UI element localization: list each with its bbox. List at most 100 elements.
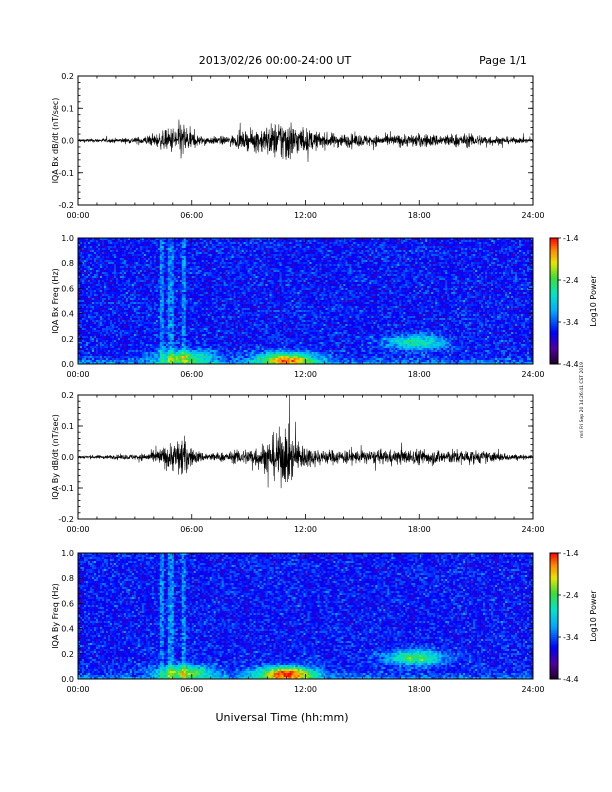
spectrogram-cell <box>100 240 102 242</box>
spectrogram-cell <box>150 308 152 310</box>
spectrogram-cell <box>108 322 110 324</box>
spectrogram-cell <box>98 278 100 280</box>
spectrogram-cell <box>166 358 168 360</box>
spectrogram-cell <box>138 288 140 290</box>
spectrogram-cell <box>110 284 112 286</box>
spectrogram-cell <box>170 334 172 336</box>
spectrogram-cell <box>122 342 124 344</box>
spectrogram-cell <box>90 328 92 330</box>
spectrogram-cell <box>158 360 160 362</box>
spectrogram-cell <box>138 284 140 286</box>
spectrogram-cell <box>152 266 154 268</box>
spectrogram-cell <box>92 330 94 332</box>
spectrogram-cell <box>94 358 96 360</box>
spectrogram-cell <box>86 304 88 306</box>
spectrogram-cell <box>158 306 160 308</box>
spectrogram-cell <box>154 262 156 264</box>
spectrogram-cell <box>148 348 150 350</box>
spectrogram-cell <box>106 268 108 270</box>
spectrogram-cell <box>204 256 206 258</box>
spectrogram-cell <box>126 360 128 362</box>
spectrogram-cell <box>156 338 158 340</box>
spectrogram-cell <box>180 326 182 328</box>
spectrogram-cell <box>204 346 206 348</box>
spectrogram-cell <box>124 318 126 320</box>
spectrogram-cell <box>144 310 146 312</box>
spectrogram-cell <box>86 344 88 346</box>
spectrogram-cell <box>226 320 228 322</box>
spectrogram-cell <box>88 266 90 268</box>
spectrogram-cell <box>126 308 128 310</box>
spectrogram-cell <box>164 294 166 296</box>
spectrogram-cell <box>160 342 162 344</box>
spectrogram-cell <box>102 304 104 306</box>
spectrogram-cell <box>184 334 186 336</box>
spectrogram-cell <box>230 330 232 332</box>
spectrogram-cell <box>196 242 198 244</box>
spectrogram-cell <box>126 250 128 252</box>
spectrogram-cell <box>142 304 144 306</box>
spectrogram-cell <box>122 278 124 280</box>
spectrogram-cell <box>152 304 154 306</box>
spectrogram-cell <box>150 322 152 324</box>
spectrogram-cell <box>122 242 124 244</box>
spectrogram-cell <box>196 290 198 292</box>
spectrogram-cell <box>146 298 148 300</box>
spectrogram-cell <box>220 264 222 266</box>
spectrogram-cell <box>92 264 94 266</box>
spectrogram-cell <box>222 330 224 332</box>
spectrogram-cell <box>118 274 120 276</box>
spectrogram-cell <box>224 254 226 256</box>
spectrogram-cell <box>184 304 186 306</box>
spectrogram-cell <box>112 278 114 280</box>
spectrogram-cell <box>110 312 112 314</box>
spectrogram-cell <box>174 274 176 276</box>
spectrogram-cell <box>176 308 178 310</box>
spectrogram-cell <box>218 248 220 250</box>
spectrogram-cell <box>232 260 234 262</box>
spectrogram-cell <box>108 330 110 332</box>
spectrogram-cell <box>190 330 192 332</box>
spectrogram-cell <box>94 286 96 288</box>
spectrogram-cell <box>144 270 146 272</box>
spectrogram-cell <box>214 282 216 284</box>
spectrogram-cell <box>122 284 124 286</box>
spectrogram-cell <box>84 308 86 310</box>
spectrogram-cell <box>150 266 152 268</box>
spectrogram-cell <box>200 342 202 344</box>
spectrogram-cell <box>214 326 216 328</box>
spectrogram-cell <box>188 336 190 338</box>
spectrogram-cell <box>80 296 82 298</box>
spectrogram-cell <box>88 262 90 264</box>
spectrogram-cell <box>134 320 136 322</box>
spectrogram-cell <box>84 270 86 272</box>
spectrogram-cell <box>112 300 114 302</box>
spectrogram-cell <box>100 250 102 252</box>
spectrogram-cell <box>228 264 230 266</box>
spectrogram-cell <box>214 290 216 292</box>
spectrogram-cell <box>194 246 196 248</box>
spectrogram-cell <box>160 308 162 310</box>
spectrogram-cell <box>194 250 196 252</box>
spectrogram-cell <box>192 352 194 354</box>
spectrogram-cell <box>206 296 208 298</box>
spectrogram-cell <box>102 264 104 266</box>
spectrogram-cell <box>138 258 140 260</box>
spectrogram-cell <box>80 294 82 296</box>
spectrogram-cell <box>100 290 102 292</box>
spectrogram-cell <box>144 286 146 288</box>
spectrogram-cell <box>82 284 84 286</box>
spectrogram-cell <box>200 302 202 304</box>
spectrogram-cell <box>126 336 128 338</box>
spectrogram-cell <box>154 268 156 270</box>
spectrogram-cell <box>114 314 116 316</box>
spectrogram-cell <box>210 250 212 252</box>
spectrogram-cell <box>178 348 180 350</box>
spectrogram-cell <box>196 280 198 282</box>
spectrogram-cell <box>216 356 218 358</box>
spectrogram-cell <box>92 270 94 272</box>
spectrogram-cell <box>82 356 84 358</box>
spectrogram-cell <box>166 326 168 328</box>
spectrogram-cell <box>212 322 214 324</box>
spectrogram-cell <box>118 348 120 350</box>
